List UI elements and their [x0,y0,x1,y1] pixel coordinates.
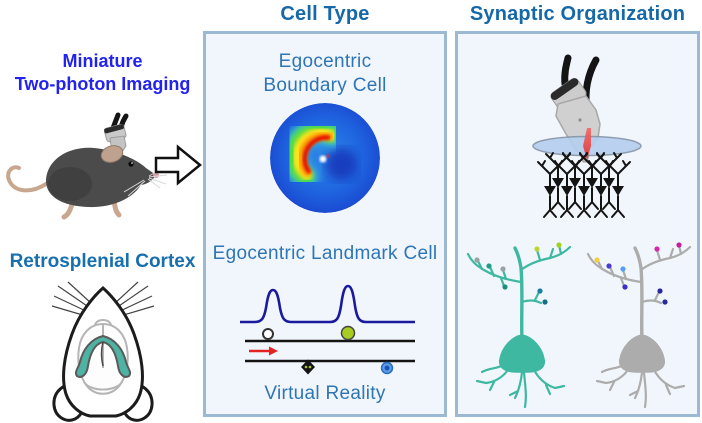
synaptic-organization-panel [455,31,700,417]
mouse-hind-foot [61,201,75,220]
landmark-schematic [240,284,415,375]
floor-cue-icon [301,359,315,375]
neuron-population [537,152,631,218]
flow-arrow-icon [154,144,202,186]
mouse-tail [6,165,48,193]
ratemap-hot-crescent [281,118,345,190]
laser-beam [583,128,591,160]
mouse-miniscope-illustration [6,112,167,220]
landmark-cell-label: Egocentric Landmark Cell [212,243,438,264]
imaging-method-line2: Two-photon Imaging [14,74,191,94]
ratemap-dark-lobe [325,147,358,181]
cell-type-header: Cell Type [280,3,370,25]
distal-cue-icon [380,361,394,375]
rsc-highlight [74,334,132,378]
brain-region-label: Retrosplenial Cortex [9,251,196,272]
eye-glint [131,162,133,164]
mouse-haunch [48,167,92,201]
boundary-cell-line2: Boundary Cell [263,75,387,96]
activity-trace [240,284,415,324]
ratemap-center-spot [319,155,327,163]
boundary-cell-label: Egocentric Boundary Cell [206,50,444,98]
boundary-cell-ratemap [270,103,380,213]
teal-neuron-synapses [474,242,562,305]
mouse-eye [128,161,134,167]
boundary-cell-line1: Egocentric [278,51,372,72]
two-photon-scope-illustration [532,54,642,218]
virtual-reality-label: Virtual Reality [264,383,386,404]
ratemap-center-dot [326,154,330,158]
teal-neuron [466,243,572,409]
gray-neuron [586,243,692,409]
run-direction-arrow [249,346,278,356]
vr-track [245,339,415,363]
synaptic-organization-header: Synaptic Organization [469,3,686,25]
imaging-method-line1: Miniature [62,51,143,71]
landmark-filled-circle [340,325,356,341]
mouse-head-illustration [51,281,155,422]
mouse-ear [100,145,124,163]
cell-type-panel: Egocentric Boundary Cell [203,31,447,417]
gray-neuron-synapses [594,242,682,305]
synaptic-neurons-illustration [466,242,692,409]
landmark-open-circle [262,328,274,340]
rsc-midline [100,341,104,367]
imaging-method-label: Miniature Two-photon Imaging [0,50,205,96]
